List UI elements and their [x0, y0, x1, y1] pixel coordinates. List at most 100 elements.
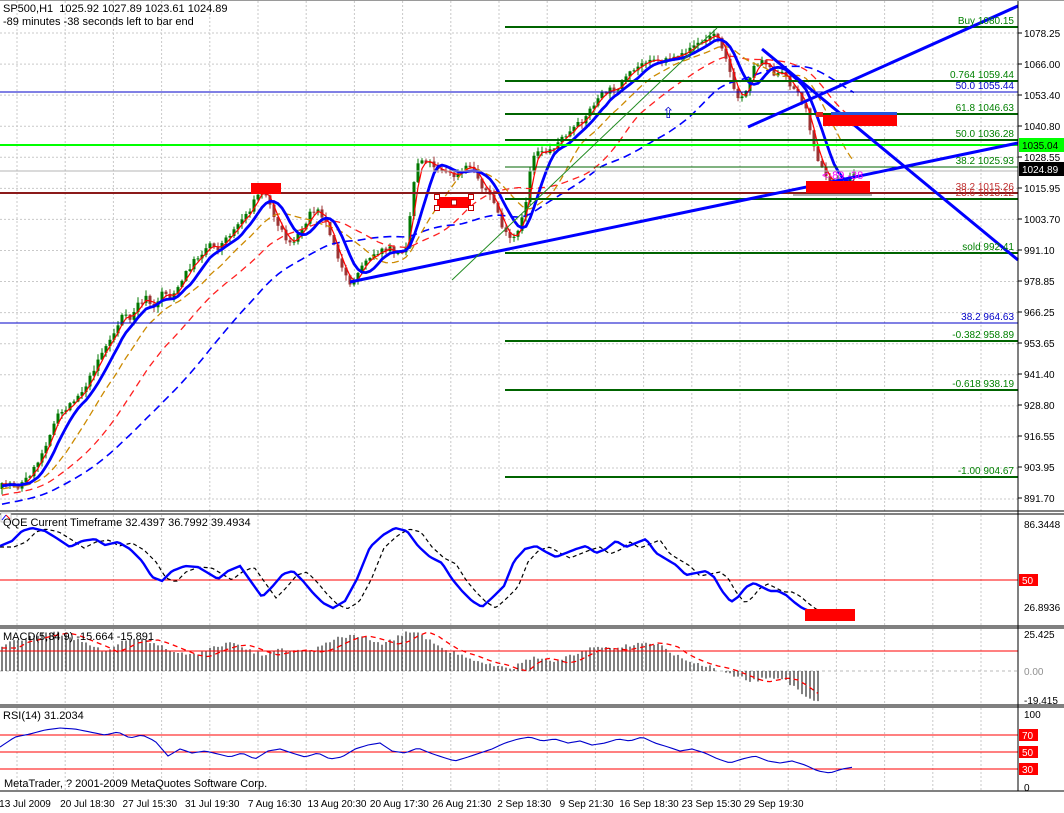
candle-up: [160, 291, 164, 302]
fib-level-label: -0.382 958.89: [952, 330, 1014, 341]
candle-up: [620, 81, 624, 89]
ma-orange-dashed: [1, 45, 855, 490]
candle-up: [640, 63, 644, 67]
candle-up: [120, 314, 124, 326]
candle-up: [80, 392, 84, 396]
candle-up: [648, 59, 652, 63]
rsi-level-tag-label: 70: [1022, 731, 1034, 742]
candle-up: [0, 483, 4, 489]
candle-down: [812, 130, 816, 147]
indicator-icon: [0, 512, 12, 523]
candle-down: [148, 295, 152, 304]
indicator-icon-bg: [0, 512, 12, 523]
candle-up: [744, 91, 748, 97]
candle-down: [280, 225, 284, 230]
candle-up: [188, 269, 192, 272]
time-axis[interactable]: 13 Jul 2009 20 Jul 18:30 27 Jul 15:30 31 Ju…: [0, 799, 804, 810]
candle-up: [72, 401, 76, 404]
candle-up: [236, 224, 240, 230]
time-tick-label: 31 Jul 19:30: [185, 799, 240, 810]
red-rectangle-object[interactable]: [251, 183, 281, 194]
price-tick-label: 978.85: [1024, 277, 1055, 288]
red-rectangle-object[interactable]: [806, 181, 870, 193]
red-rectangle-object[interactable]: [823, 115, 897, 126]
candle-down: [384, 248, 388, 252]
trendline[interactable]: [349, 141, 1019, 284]
candle-down: [344, 267, 348, 276]
candle-up: [420, 160, 424, 164]
candle-down: [796, 88, 800, 93]
time-tick-label: 23 Sep 15:30: [682, 799, 742, 810]
blue-stripe: [831, 112, 897, 115]
selection-handle[interactable]: [468, 205, 474, 211]
qqe-signal-dashed: [0, 528, 820, 611]
selection-handle[interactable]: [468, 194, 474, 200]
trendline[interactable]: [451, 27, 718, 281]
price-tick-label: 903.95: [1024, 463, 1055, 474]
selection-handle[interactable]: [451, 199, 457, 206]
candle-up: [84, 386, 88, 393]
candle-up: [456, 173, 460, 178]
candle-up: [364, 260, 368, 266]
fib-level-label: sold 992.41: [962, 242, 1014, 253]
time-tick-label: 27 Jul 15:30: [123, 799, 178, 810]
candle-down: [276, 217, 280, 226]
candle-down: [800, 92, 804, 104]
candle-down: [452, 172, 456, 178]
candle-up: [632, 70, 636, 72]
trendline[interactable]: [747, 4, 1019, 129]
qqe-red-box[interactable]: [805, 609, 855, 621]
fib-level-label: 38.2 1015.26: [956, 182, 1015, 193]
candle-down: [168, 293, 172, 299]
price-axis[interactable]: 1078.25 1066.00 1053.40 1040.80 1028.55 1015.…: [1018, 29, 1064, 794]
candle-down: [348, 275, 352, 285]
fib-level-label: 50.0 1036.28: [956, 129, 1015, 140]
time-tick-label: 7 Aug 16:30: [248, 799, 302, 810]
rsi-panel[interactable]: [0, 727, 1018, 774]
candle-up: [124, 314, 128, 316]
chart-countdown-text: <-89 -38: [822, 170, 863, 182]
candle-up: [780, 71, 784, 74]
candle-up: [56, 413, 60, 424]
candle-up: [296, 233, 300, 242]
fib-level-label: 38.2 1025.93: [956, 156, 1015, 167]
candle-up: [68, 403, 72, 411]
selection-handle[interactable]: [434, 205, 440, 211]
candle-down: [820, 161, 824, 167]
qqe-level-tag-label: 50: [1022, 576, 1034, 587]
candle-up: [100, 352, 104, 360]
selection-handle[interactable]: [434, 194, 440, 200]
candle-down: [720, 37, 724, 49]
candle-up: [252, 199, 256, 212]
candle-down: [728, 58, 732, 72]
candle-up: [532, 155, 536, 172]
candle-up: [760, 60, 764, 65]
candle-up: [552, 148, 556, 150]
up-arrow-icon: ⇧: [662, 105, 675, 122]
candle-up: [352, 281, 356, 285]
candle-up: [24, 477, 28, 483]
main-price-panel[interactable]: [0, 29, 856, 506]
rsi-level-tag: [1019, 746, 1038, 758]
candle-down: [128, 314, 132, 320]
candle-down: [332, 235, 336, 245]
fib-level-label: -0.618 938.19: [952, 379, 1014, 390]
candle-up: [52, 423, 56, 435]
price-tick-label: 916.55: [1024, 432, 1055, 443]
candle-up: [136, 302, 140, 313]
candle-up: [408, 216, 412, 248]
macd-panel[interactable]: [0, 631, 1018, 702]
qqe-panel[interactable]: [0, 527, 1018, 621]
candle-up: [380, 248, 384, 255]
time-tick-label: 20 Jul 18:30: [60, 799, 115, 810]
candle-up: [92, 370, 96, 376]
candle-down: [492, 194, 496, 203]
candle-up: [708, 36, 712, 40]
candle-up: [32, 466, 36, 477]
candle-up: [536, 151, 540, 156]
candle-down: [668, 58, 672, 60]
grid-lines: [0, 1, 1018, 791]
candle-up: [416, 163, 420, 183]
trendline[interactable]: [761, 47, 1019, 262]
